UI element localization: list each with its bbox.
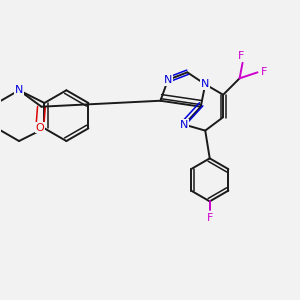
Text: N: N [164,75,172,85]
Text: N: N [15,85,23,95]
Text: F: F [206,213,213,223]
Text: N: N [180,120,188,130]
Text: N: N [201,79,209,89]
Text: O: O [36,123,44,133]
Text: F: F [238,51,244,61]
Text: F: F [261,67,267,77]
